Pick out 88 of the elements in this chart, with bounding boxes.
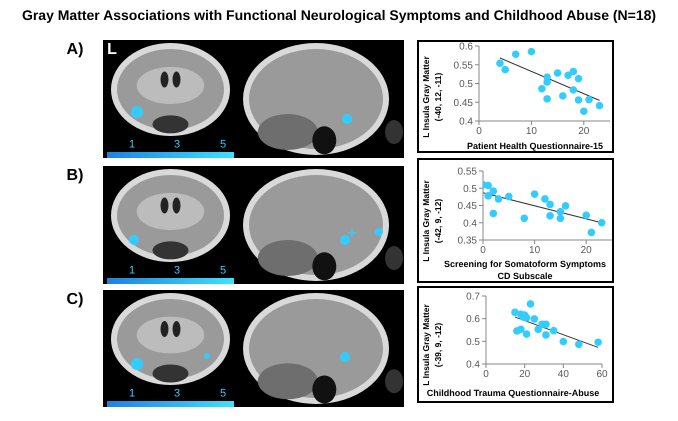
y-tick-label: 0.5 xyxy=(459,79,474,90)
x-tick-label: 0 xyxy=(483,369,490,380)
y-tick-label: 0.5 xyxy=(463,184,478,195)
point xyxy=(570,68,578,76)
y-tick-label: 0.35 xyxy=(458,236,478,247)
x-tick-label: 20 xyxy=(580,245,592,256)
point xyxy=(530,315,538,323)
x-axis-title: Patient Health Questionnaire-15 xyxy=(466,140,604,152)
y-tick-label: 0.5 xyxy=(466,336,480,348)
text: 5 xyxy=(220,264,226,276)
y-axis-title: L Insula Gray Matter (-40, 12, -11) xyxy=(420,56,444,138)
x-tick-label: 10 xyxy=(529,245,541,256)
point xyxy=(534,326,542,334)
x-tick-label: 10 xyxy=(526,126,538,138)
y-tick-label: 0.55 xyxy=(458,166,478,178)
point xyxy=(517,326,525,334)
x-tick-label: 40 xyxy=(558,369,570,380)
y-tick-label: 0.45 xyxy=(458,201,478,212)
point xyxy=(530,190,538,198)
text: 1 xyxy=(128,388,136,400)
point xyxy=(564,71,572,80)
x-tick-label: 20 xyxy=(578,126,590,138)
point xyxy=(501,66,509,74)
text: 3 xyxy=(174,388,180,400)
text: B) xyxy=(66,167,84,184)
point xyxy=(574,96,582,104)
point xyxy=(588,228,596,236)
point xyxy=(522,314,530,322)
point xyxy=(575,340,583,348)
point xyxy=(528,48,536,56)
point xyxy=(562,202,570,210)
text: Gray Matter Associations with Functional Neurological Symptoms and Childhood Abuse (N=18) xyxy=(22,7,656,23)
text: A) xyxy=(66,41,84,58)
y-tick-label: 0.45 xyxy=(454,98,474,109)
y-tick-label: 0.55 xyxy=(454,60,474,72)
point xyxy=(596,102,604,110)
point xyxy=(598,218,606,227)
text: L xyxy=(107,41,117,58)
y-tick-label: 0.6 xyxy=(466,314,480,326)
x-tick-label: 60 xyxy=(596,369,608,380)
text: C) xyxy=(66,291,84,308)
text: 5 xyxy=(220,138,226,150)
y-tick-label: 0.4 xyxy=(459,116,474,128)
point xyxy=(585,96,593,104)
point xyxy=(556,214,564,222)
text: 1 xyxy=(128,138,136,150)
point xyxy=(556,208,564,216)
point xyxy=(505,192,513,200)
text: 5 xyxy=(220,388,226,400)
point xyxy=(484,182,492,190)
x-axis-title: Childhood Trauma Questionnaire-Abuse xyxy=(426,387,600,399)
x-axis-title: Screening for Somatoform Symptoms CD Subscale xyxy=(444,258,606,282)
x-tick-label: 0 xyxy=(476,126,482,138)
point xyxy=(546,200,554,208)
point xyxy=(580,107,588,116)
point xyxy=(538,84,546,93)
point xyxy=(570,86,578,94)
point xyxy=(594,338,602,346)
point xyxy=(542,331,550,339)
point xyxy=(484,192,492,200)
point xyxy=(496,59,504,68)
y-tick-label: 0.6 xyxy=(459,42,474,53)
point xyxy=(554,69,562,77)
point xyxy=(526,300,534,308)
point xyxy=(512,50,520,58)
point xyxy=(546,212,554,220)
point xyxy=(541,195,549,203)
point xyxy=(543,95,551,103)
point xyxy=(550,326,558,334)
y-axis-title: L Insula Gray Matter (-39, 9, -12) xyxy=(420,304,444,386)
point xyxy=(490,187,498,195)
point xyxy=(520,214,528,222)
point xyxy=(494,195,502,203)
x-tick-label: 0 xyxy=(480,245,486,256)
x-tick-label: 20 xyxy=(519,369,531,380)
y-axis-title: L Insula Gray Matter (-42, 9, -12) xyxy=(420,180,444,262)
point xyxy=(574,74,582,82)
y-tick-label: 0.7 xyxy=(466,292,480,303)
point xyxy=(582,211,590,219)
point xyxy=(490,210,498,218)
y-tick-label: 0.4 xyxy=(466,360,480,371)
point xyxy=(560,338,568,346)
text: 3 xyxy=(174,138,180,150)
point xyxy=(522,330,530,338)
y-tick-label: 0.4 xyxy=(463,218,478,230)
text: 3 xyxy=(174,264,180,276)
text: 1 xyxy=(128,264,136,276)
point xyxy=(559,92,567,100)
